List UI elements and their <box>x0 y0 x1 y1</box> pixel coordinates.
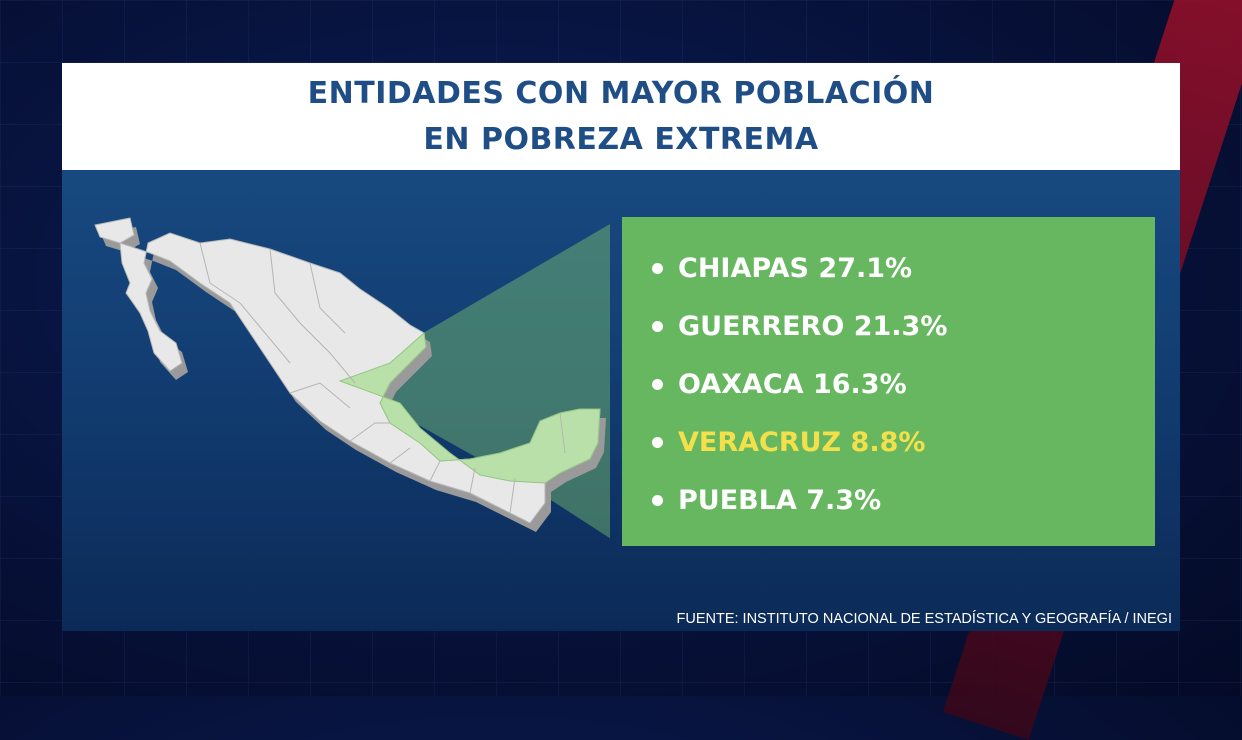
entities-list-box: CHIAPAS 27.1% GUERRERO 21.3% OAXACA 16.3… <box>622 217 1155 546</box>
highlighted-states <box>338 332 601 484</box>
entities-list: CHIAPAS 27.1% GUERRERO 21.3% OAXACA 16.3… <box>622 217 1155 529</box>
list-item-puebla: PUEBLA 7.3% <box>652 471 1155 529</box>
mexico-map <box>90 213 622 553</box>
title-line-2: EN POBREZA EXTREMA <box>423 121 819 157</box>
state-borders <box>199 242 566 514</box>
entity-label: VERACRUZ 8.8% <box>678 426 926 458</box>
title-line-1: ENTIDADES CON MAYOR POBLACIÓN <box>307 75 935 111</box>
list-item-oaxaca: OAXACA 16.3% <box>652 355 1155 413</box>
bullet-icon <box>652 320 663 332</box>
title-header: ENTIDADES CON MAYOR POBLACIÓN EN POBREZA… <box>62 63 1180 170</box>
bullet-icon <box>652 262 663 274</box>
list-item-chiapas: CHIAPAS 27.1% <box>652 239 1155 297</box>
bullet-icon <box>652 494 663 506</box>
entity-label: GUERRERO 21.3% <box>678 310 948 342</box>
source-caption: FUENTE: INSTITUTO NACIONAL DE ESTADÍSTIC… <box>676 611 1172 627</box>
list-item-guerrero: GUERRERO 21.3% <box>652 297 1155 355</box>
bullet-icon <box>652 378 663 390</box>
infographic-panel: ENTIDADES CON MAYOR POBLACIÓN EN POBREZA… <box>62 63 1180 631</box>
entity-label: PUEBLA 7.3% <box>678 484 882 516</box>
list-item-veracruz: VERACRUZ 8.8% <box>652 413 1155 471</box>
mexico-map-graphic <box>94 217 622 546</box>
entity-label: OAXACA 16.3% <box>678 368 907 400</box>
bullet-icon <box>652 436 663 448</box>
entity-label: CHIAPAS 27.1% <box>678 252 913 284</box>
